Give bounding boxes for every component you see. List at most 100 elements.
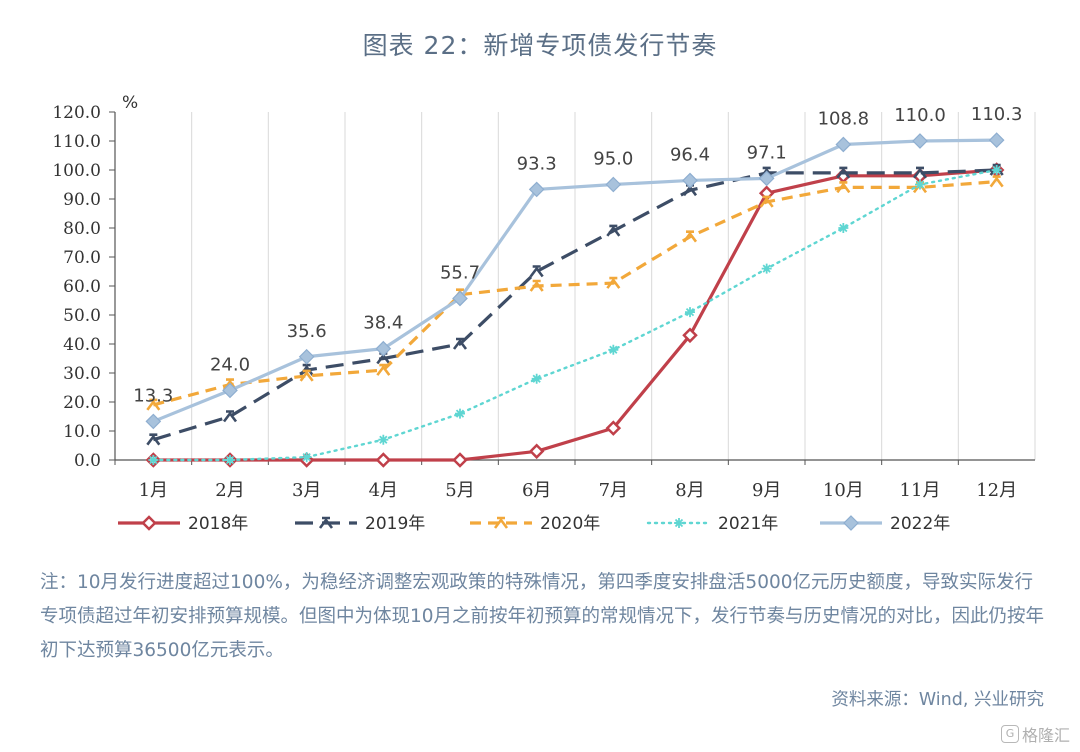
- data-point-2022年: [375, 340, 392, 357]
- data-point-2019年: [299, 363, 314, 376]
- x-tick-label: 6月: [522, 480, 551, 501]
- y-tick-label: 60.0: [63, 277, 101, 297]
- data-point-2021年: [685, 307, 695, 318]
- line-chart: 0.0 10.0 20.0 30.0 40.0 50.0 60.0 70.0 80.0 90.0 1…: [52, 93, 1036, 534]
- data-point-2022年: [682, 172, 698, 189]
- data-point-2018年: [605, 420, 622, 436]
- data-point-2020年: [146, 398, 161, 411]
- watermark-text: 格隆汇: [1021, 726, 1070, 745]
- data-point-2020年: [759, 195, 774, 208]
- data-label: 97.1: [747, 142, 787, 163]
- data-point-2021年: [148, 455, 159, 465]
- data-point-2019年: [222, 410, 238, 423]
- data-point-2021年: [225, 455, 235, 465]
- data-point-2021年: [531, 373, 542, 384]
- x-tick-label: 4月: [369, 480, 398, 501]
- y-tick-label: 0.0: [74, 451, 101, 471]
- y-tick-label: 70.0: [63, 248, 101, 268]
- data-point-2022年: [912, 133, 928, 149]
- x-tick-label: 10月: [823, 480, 864, 501]
- x-tick-label: 8月: [675, 480, 704, 501]
- y-unit-label: %: [122, 93, 138, 113]
- data-point-2022年: [222, 382, 238, 399]
- y-tick-label: 30.0: [63, 364, 101, 384]
- data-label: 96.4: [670, 144, 710, 165]
- series-line-2018年: [153, 168, 997, 462]
- x-tick-label: 3月: [292, 480, 321, 501]
- data-point-2022年: [298, 348, 315, 365]
- data-label: 35.6: [287, 321, 327, 342]
- data-label: 13.3: [133, 385, 173, 406]
- data-point-2021年: [838, 223, 849, 233]
- data-point-2020年: [989, 175, 1004, 188]
- data-point-2020年: [836, 181, 851, 194]
- legend-label: 2020年: [540, 514, 600, 534]
- data-point-2019年: [836, 166, 851, 179]
- chart-note: 注：10月发行进度超过100%，为稳经济调整宏观政策的特殊情况，第四季度安排盘活…: [40, 572, 1045, 661]
- series-line-2020年: [152, 180, 997, 407]
- data-point-2018年: [452, 452, 468, 468]
- x-tick-label: 5月: [445, 480, 474, 501]
- chart-title: 图表 22：新增专项债发行节奏: [362, 31, 718, 60]
- data-point-2020年: [606, 276, 621, 289]
- legend-label: 2022年: [890, 514, 950, 534]
- data-point-2018年: [528, 443, 545, 460]
- legend-marker-2018年: [141, 515, 157, 531]
- data-point-2018年: [682, 327, 698, 344]
- data-point-2021年: [915, 179, 925, 190]
- y-tick-label: 50.0: [63, 306, 101, 326]
- data-label: 24.0: [210, 354, 250, 375]
- data-point-2019年: [606, 224, 621, 237]
- watermark: G 格隆汇: [1000, 722, 1070, 746]
- legend-label: 2021年: [718, 514, 778, 534]
- data-point-2020年: [529, 279, 544, 292]
- data-label: 110.3: [971, 104, 1023, 125]
- y-tick-label: 110.0: [52, 132, 101, 152]
- data-point-2020年: [299, 369, 314, 382]
- data-point-2022年: [528, 181, 545, 198]
- y-tick-label: 120.0: [52, 103, 101, 123]
- series-line-2021年: [152, 168, 998, 462]
- data-point-2021年: [608, 344, 619, 355]
- legend-marker-2019年: [318, 516, 334, 529]
- y-tick-label: 40.0: [63, 335, 101, 355]
- legend-marker-2022年: [843, 515, 859, 531]
- legend-marker-2021年: [674, 518, 684, 528]
- x-tick-label: 12月: [976, 480, 1017, 501]
- data-point-2022年: [145, 413, 162, 430]
- data-point-2022年: [605, 176, 622, 193]
- y-tick-label: 20.0: [63, 393, 101, 413]
- data-point-2021年: [761, 263, 772, 274]
- data-point-2022年: [835, 136, 852, 153]
- data-point-2020年: [376, 363, 391, 376]
- data-point-2021年: [991, 165, 1002, 175]
- data-point-2022年: [452, 290, 468, 307]
- data-point-2018年: [375, 452, 392, 468]
- data-point-2020年: [682, 230, 698, 243]
- y-tick-label: 100.0: [52, 161, 101, 181]
- data-label: 95.0: [593, 149, 633, 170]
- data-label: 93.3: [517, 153, 557, 174]
- data-label: 38.4: [363, 313, 403, 334]
- source-text: 资料来源：Wind, 兴业研究: [831, 690, 1044, 710]
- data-label: 110.0: [894, 105, 946, 126]
- data-point-2022年: [988, 132, 1005, 148]
- data-point-2021年: [455, 408, 465, 419]
- legend-label: 2019年: [365, 514, 425, 534]
- legend-marker-2020年: [493, 516, 509, 529]
- data-point-2019年: [452, 337, 468, 350]
- legend-label: 2018年: [188, 514, 248, 534]
- data-point-2019年: [912, 166, 928, 179]
- data-label: 108.8: [818, 108, 870, 129]
- series-line-2022年: [152, 138, 997, 423]
- x-tick-label: 11月: [900, 480, 941, 501]
- x-tick-label: 2月: [215, 480, 244, 501]
- data-point-2019年: [529, 265, 544, 278]
- data-label: 55.7: [440, 262, 480, 283]
- watermark-logo-icon: G: [1000, 725, 1019, 743]
- series-line-2019年: [152, 168, 997, 442]
- x-tick-label: 9月: [752, 480, 781, 501]
- data-point-2021年: [378, 434, 389, 445]
- data-point-2021年: [301, 452, 312, 463]
- data-point-2019年: [146, 433, 161, 446]
